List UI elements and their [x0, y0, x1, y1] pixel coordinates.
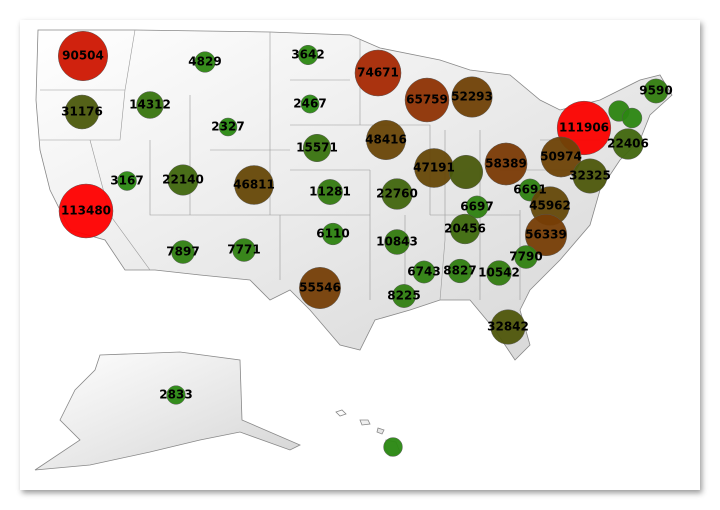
bubble: [381, 178, 413, 210]
data-label: 45962: [529, 199, 571, 213]
data-label: 113480: [61, 204, 111, 218]
data-label: 22140: [162, 173, 204, 187]
data-label: 58389: [485, 157, 527, 171]
bubble: [465, 195, 489, 219]
data-label: 11281: [309, 185, 351, 199]
bubble: [448, 154, 484, 190]
data-label: 74671: [357, 66, 399, 80]
data-label: 6743: [407, 265, 440, 279]
data-label: 10843: [376, 235, 418, 249]
data-label: 50974: [540, 150, 582, 164]
bubble: [194, 51, 216, 73]
data-label: 10542: [478, 266, 520, 280]
bubble: [64, 94, 100, 130]
alaska: [34, 351, 301, 471]
bubble: [412, 260, 436, 284]
data-label: 9590: [639, 84, 672, 98]
bubble: [514, 245, 538, 269]
bubble: [171, 240, 195, 264]
bubble: [486, 260, 512, 286]
data-label: 7771: [227, 243, 260, 257]
bubble: [167, 164, 199, 196]
data-label: 2833: [159, 388, 192, 402]
bubble: [321, 222, 345, 246]
data-label: 8827: [443, 264, 476, 278]
data-label: 22406: [607, 137, 649, 151]
data-label: 8225: [387, 289, 420, 303]
bubble: [484, 142, 528, 186]
bubble: [392, 284, 416, 308]
data-label: 2467: [293, 97, 326, 111]
data-label: 7790: [509, 250, 542, 264]
data-label: 6697: [460, 200, 493, 214]
bubble: [621, 107, 643, 129]
data-label: 3167: [110, 174, 143, 188]
data-label: 65759: [406, 93, 448, 107]
data-label: 4829: [188, 55, 221, 69]
bubble: [404, 77, 450, 123]
bubble: [166, 385, 186, 405]
data-label: 32325: [569, 169, 611, 183]
bubble: [354, 49, 402, 97]
data-label: 20456: [444, 222, 486, 236]
bubble: [540, 136, 582, 178]
bubble: [383, 437, 403, 457]
bubble: [449, 213, 481, 245]
data-label: 90504: [62, 49, 104, 63]
data-label: 3642: [291, 48, 324, 62]
bubble: [447, 258, 473, 284]
data-label: 46811: [233, 178, 275, 192]
bubble: [317, 179, 343, 205]
bubble: [490, 309, 526, 345]
data-label: 52293: [451, 90, 493, 104]
bubble: [218, 117, 238, 137]
bubble: [572, 158, 608, 194]
data-label: 32842: [487, 320, 529, 334]
data-label: 55546: [299, 281, 341, 295]
data-label: 2327: [211, 120, 244, 134]
data-label: 15571: [296, 141, 338, 155]
data-label: 111906: [559, 121, 609, 135]
bubble: [300, 94, 320, 114]
data-label: 7897: [166, 245, 199, 259]
bubble: [643, 78, 669, 104]
bubble: [299, 267, 341, 309]
bubble: [117, 171, 137, 191]
data-label: 31176: [61, 105, 103, 119]
data-label: 6110: [316, 227, 349, 241]
bubble: [297, 44, 319, 66]
bubble: [366, 120, 406, 160]
bubble: [57, 30, 109, 82]
bubble: [136, 91, 164, 119]
bubble: [234, 165, 274, 205]
bubble: [612, 128, 644, 160]
data-label: 48416: [365, 133, 407, 147]
bubble: [58, 183, 114, 239]
data-label: 6691: [513, 183, 546, 197]
data-label: 22760: [376, 187, 418, 201]
bubble: [524, 213, 568, 257]
data-label: 56339: [525, 228, 567, 242]
bubble: [302, 133, 332, 163]
bubble: [232, 238, 256, 262]
data-label: 47191: [413, 161, 455, 175]
bubble: [451, 76, 493, 118]
bubble: [384, 229, 410, 255]
data-label: 14312: [129, 98, 171, 112]
